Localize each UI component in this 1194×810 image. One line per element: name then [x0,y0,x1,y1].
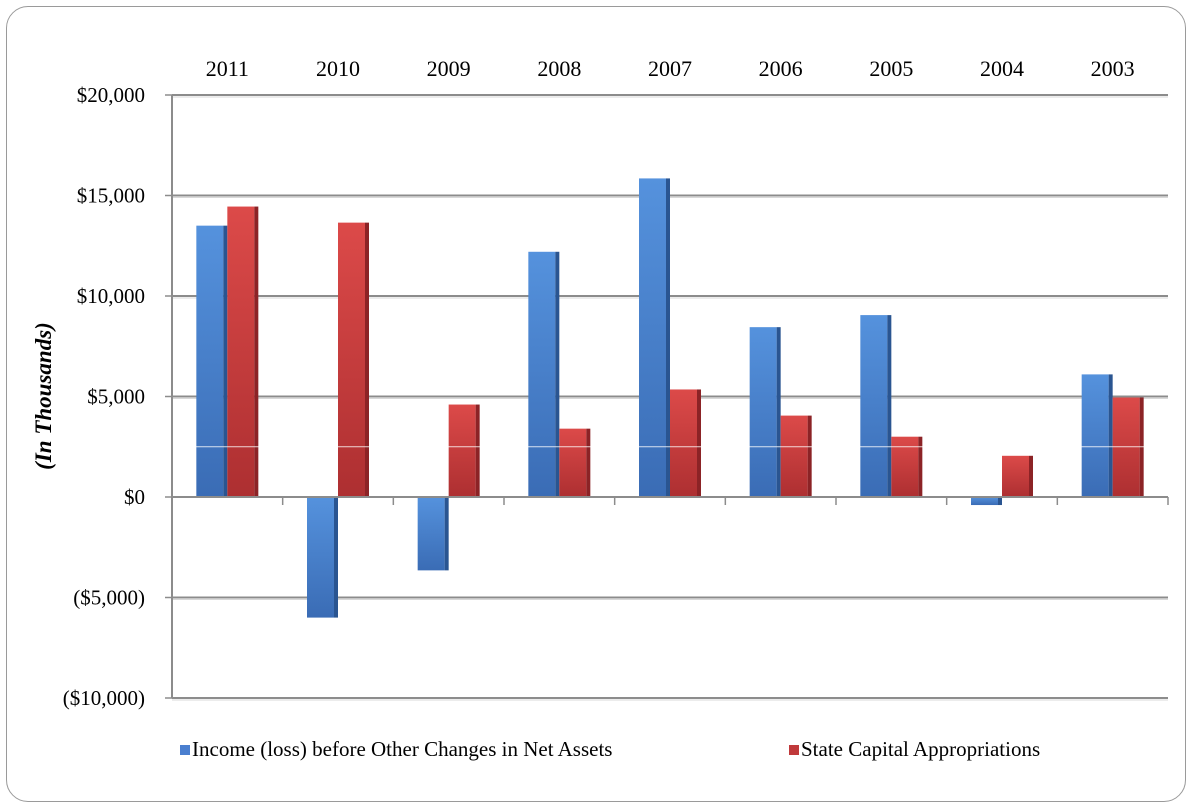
x-tick-label: 2009 [427,56,471,81]
bar-income-2003 [1081,374,1109,497]
bar-income-2011 [196,225,224,497]
x-tick-label: 2010 [316,56,360,81]
x-tick-label: 2011 [206,56,249,81]
y-tick-label: ($5,000) [73,586,145,610]
bar-state-2007 [670,389,697,497]
bar-income-2008 [528,251,556,497]
y-tick-label: $5,000 [87,385,145,409]
bar-state-side-2007 [697,389,701,497]
x-tick-label: 2008 [537,56,581,81]
bar-state-side-2005 [918,436,923,497]
legend-swatch-income [180,744,190,755]
x-tick-label: 2007 [648,56,692,81]
bar-state-2009 [448,404,476,497]
x-tick-label: 2004 [980,56,1024,81]
bars [172,178,1168,618]
y-tick-label: $15,000 [77,184,145,208]
axes [165,94,1169,699]
legend-label-state: State Capital Appropriations [801,737,1041,761]
bar-state-side-2011 [254,206,259,497]
bar-income-side-2004 [998,497,1002,506]
y-axis-label: (In Thousands) [31,322,56,470]
bar-income-side-2003 [1108,374,1113,497]
legend-item-income: Income (loss) before Other Changes in Ne… [180,737,612,762]
bar-income-side-2008 [555,251,560,497]
x-tick-label: 2003 [1091,56,1135,81]
bar-income-2004 [971,497,998,506]
bar-income-side-2006 [776,327,781,497]
bar-state-2003 [1112,397,1140,497]
legend-swatch-state [789,744,799,755]
bar-state-side-2008 [586,428,591,497]
legend-label-income: Income (loss) before Other Changes in Ne… [192,737,613,761]
x-tick-label: 2005 [869,56,913,81]
bar-income-2005 [860,315,888,497]
bar-state-side-2004 [1029,455,1033,497]
legend-item-state: State Capital Appropriations [789,737,1040,762]
y-tick-label: $0 [124,485,145,509]
bar-state-side-2006 [807,415,812,497]
tick-labels: $20,000 $15,000 $10,000 $5,000 $0 ($5,000) ($1… [63,56,1135,710]
y-tick-label: ($10,000) [63,686,145,710]
bar-income-side-2011 [223,225,228,497]
bar-state-side-2003 [1139,397,1144,497]
bar-state-2006 [780,415,808,497]
bar-state-2004 [1002,455,1029,497]
x-tick-label: 2006 [759,56,803,81]
bar-state-2005 [891,436,919,497]
bar-income-2009 [417,497,445,571]
bar-income-side-2009 [444,497,449,571]
bar-income-side-2007 [666,178,670,498]
bar-state-side-2010 [365,222,369,497]
bar-income-2007 [639,178,666,498]
y-tick-label: $20,000 [77,83,145,107]
bar-income-2010 [307,497,334,618]
bar-state-2008 [559,428,587,497]
bar-state-2010 [338,222,365,497]
bar-state-2011 [227,206,255,497]
y-tick-label: $10,000 [77,284,145,308]
bar-state-side-2009 [475,404,480,497]
bar-income-side-2005 [887,315,892,497]
bar-income-side-2010 [334,497,338,618]
bar-income-2006 [749,327,777,497]
